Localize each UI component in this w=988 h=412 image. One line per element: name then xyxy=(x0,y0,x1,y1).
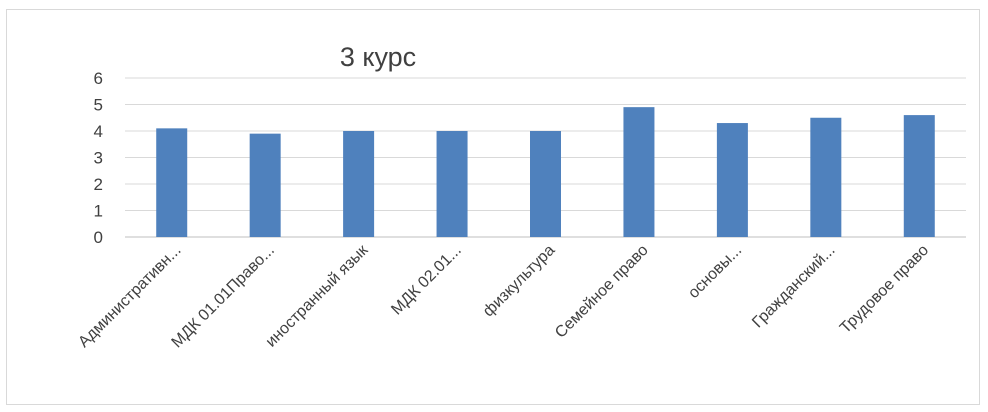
bar xyxy=(530,131,561,237)
x-tick-label: Трудовое право xyxy=(837,242,932,337)
x-tick-label: Семейное право xyxy=(552,242,652,342)
x-tick-label: иностранный язык xyxy=(263,241,372,350)
y-tick-label: 3 xyxy=(94,149,103,168)
bar xyxy=(343,131,375,237)
x-tick-label: основы... xyxy=(685,242,745,302)
y-tick-label: 4 xyxy=(94,122,103,141)
bar xyxy=(810,117,842,237)
y-tick-label: 2 xyxy=(94,175,103,194)
chart-title: 3 курс xyxy=(340,42,416,72)
y-tick-label: 5 xyxy=(94,96,103,115)
bar xyxy=(623,107,655,238)
bar xyxy=(249,133,281,237)
x-tick-label: Гражданский... xyxy=(749,242,838,331)
x-tick-label: Административн... xyxy=(75,242,184,351)
y-tick-label: 1 xyxy=(94,202,103,221)
y-tick-label: 0 xyxy=(94,228,103,247)
bars xyxy=(156,107,935,238)
x-tick-label: МДК 01.01Право... xyxy=(169,242,278,351)
x-tick-label: физкультура xyxy=(480,242,558,320)
bar xyxy=(156,128,188,237)
bar xyxy=(903,115,935,237)
bar xyxy=(436,131,468,237)
y-axis-ticks: 0 1 2 3 4 5 6 xyxy=(94,69,103,247)
x-tick-label: МДК 02.01... xyxy=(388,242,465,319)
y-tick-label: 6 xyxy=(94,69,103,88)
x-axis-labels: Административн...МДК 01.01Право...иностр… xyxy=(75,241,932,351)
bar xyxy=(716,123,748,237)
